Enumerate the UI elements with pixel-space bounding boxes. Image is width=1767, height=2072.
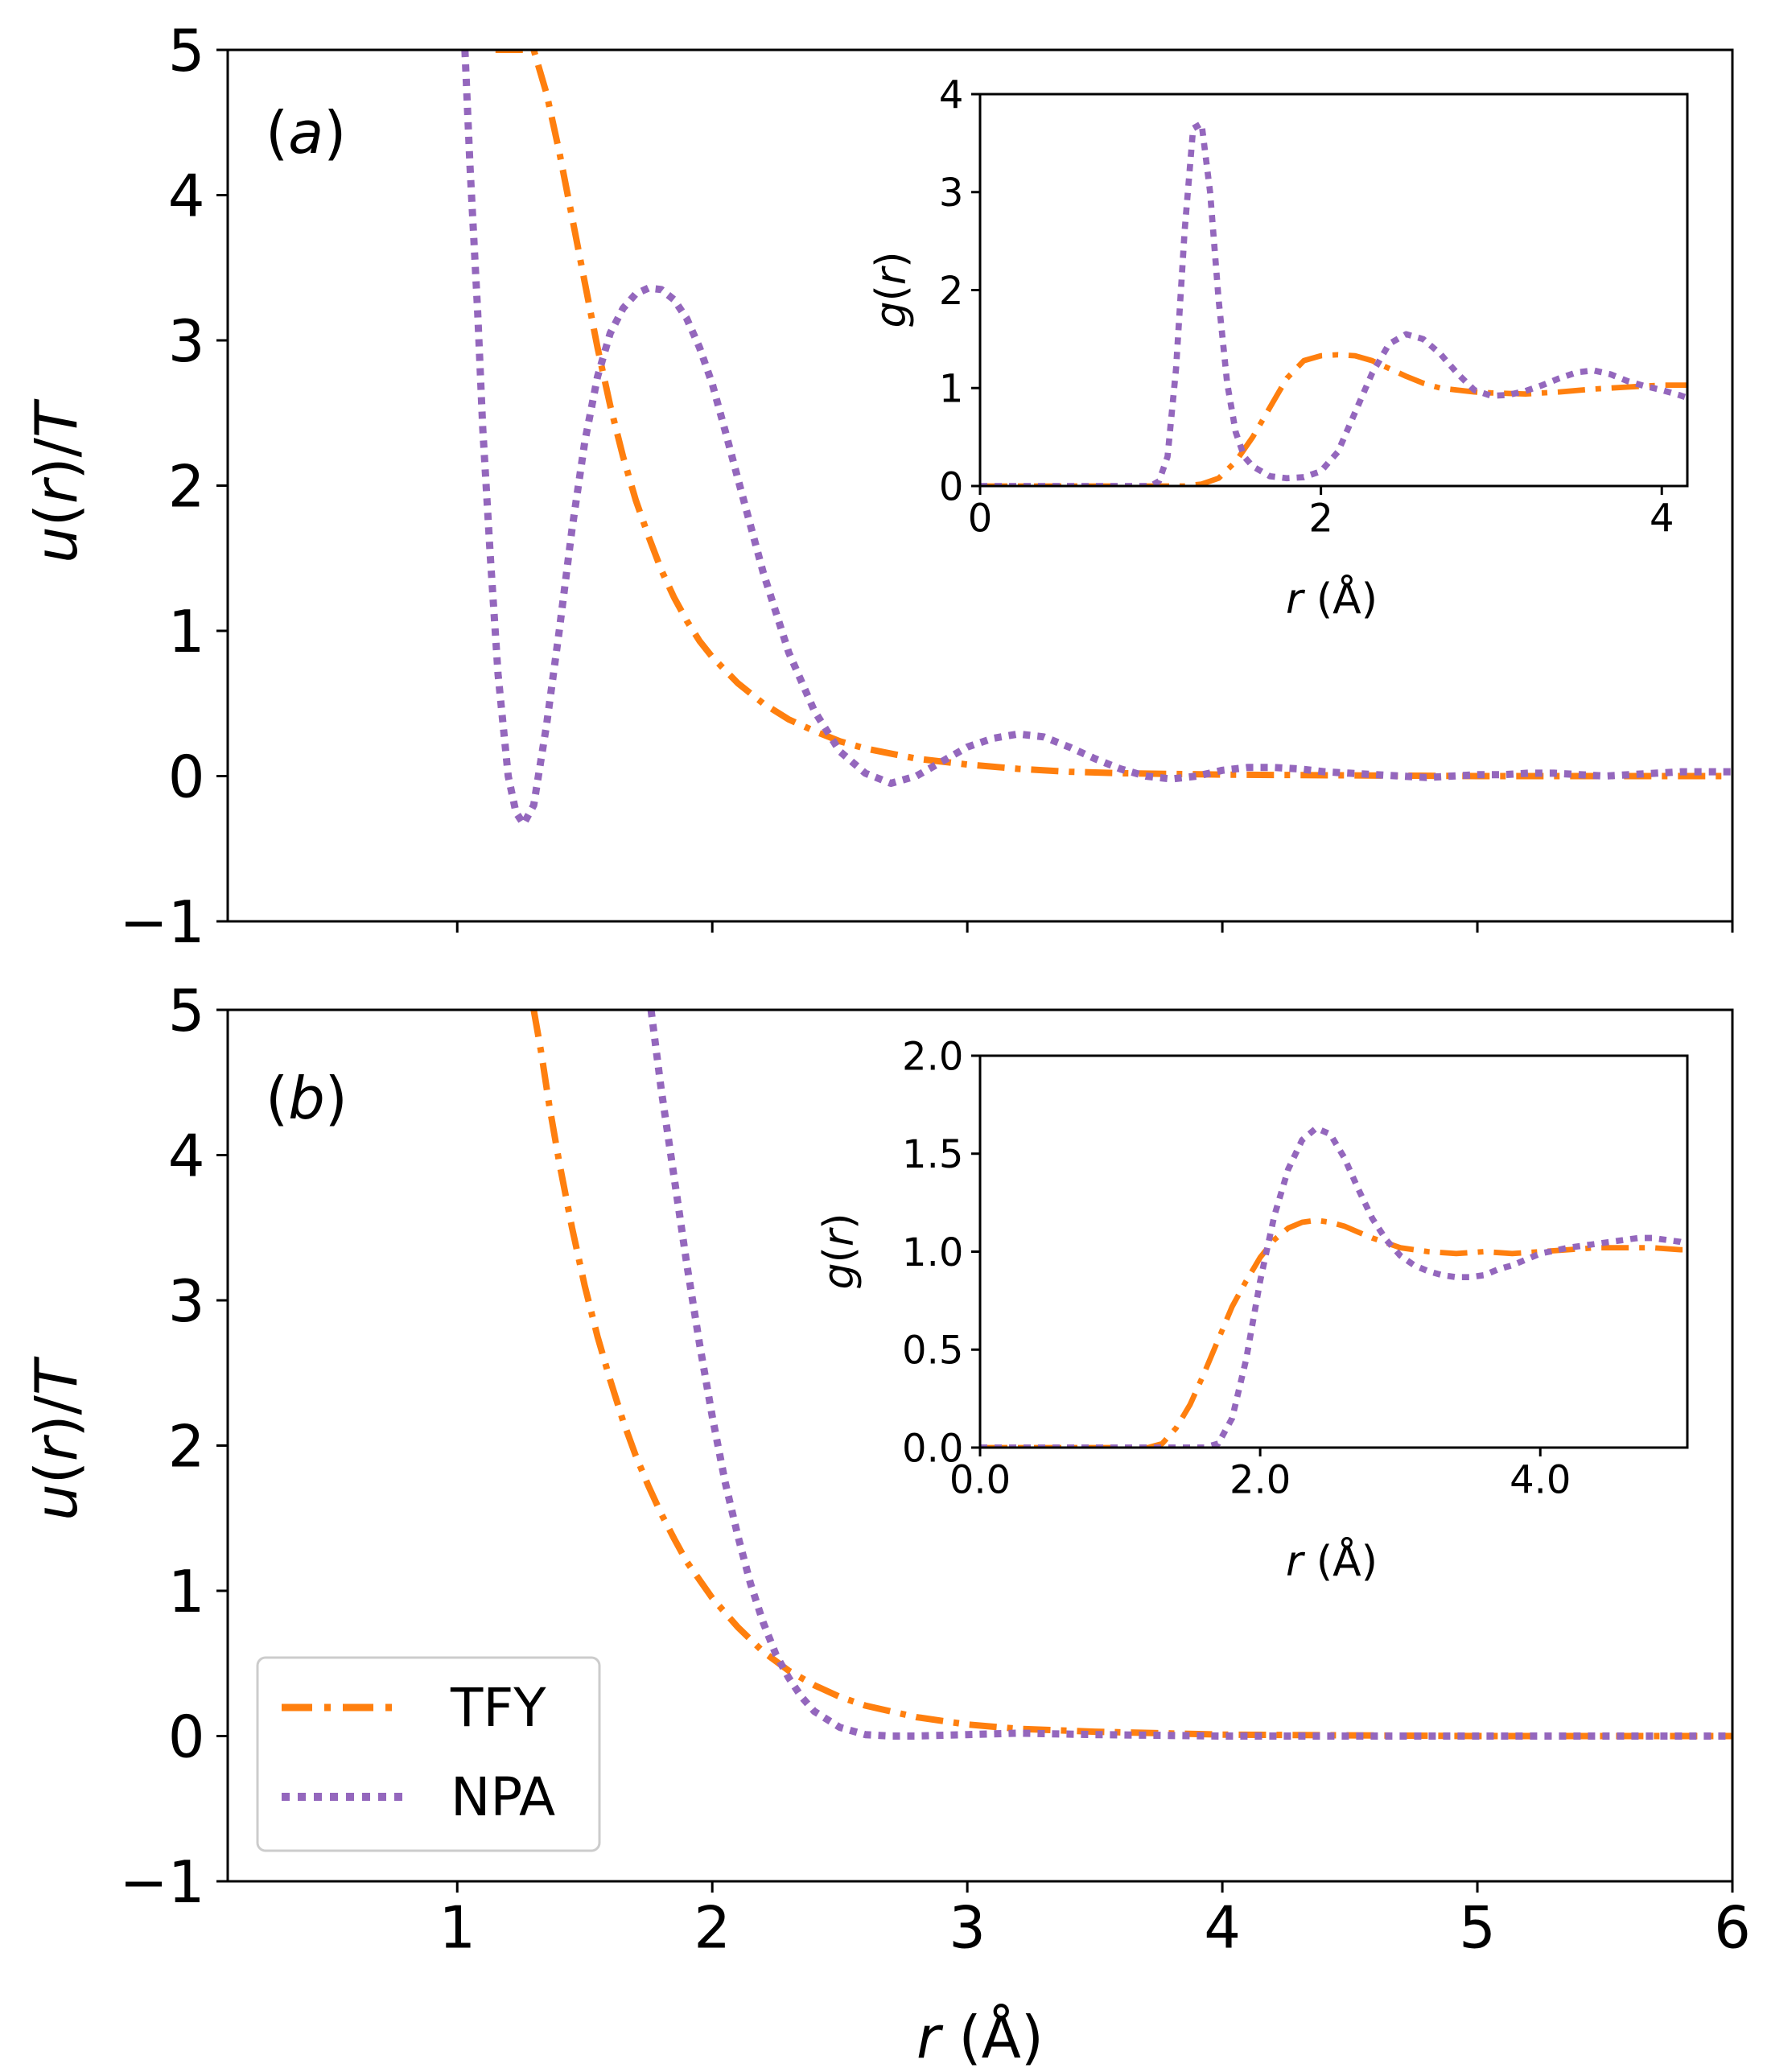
panel-a-inset-lines — [980, 120, 1687, 486]
panel-a-inset-ticks: 0 2 4 0 1 2 3 4 — [939, 72, 1674, 541]
panel-b-xtick-label: 5 — [1459, 1893, 1496, 1961]
panel-a-inset-xtick-label: 4 — [1650, 496, 1674, 542]
panel-b-ytick-label: 5 — [168, 977, 205, 1044]
panel-b-xtick-label: 2 — [694, 1893, 731, 1961]
panel-a-inset-xtick-label: 0 — [968, 496, 993, 542]
panel-b-letter: b — [288, 1065, 325, 1132]
panel-b-inset-ytick-label: 0.5 — [902, 1328, 963, 1374]
panel-b-xtick-label: 4 — [1204, 1893, 1241, 1961]
panel-a-letter: a — [288, 99, 323, 167]
panel-b: 1 2 3 4 5 6 −1 0 1 2 3 4 5 (b) u(r)/T r (Å) 0.0 2.0 4.… — [23, 977, 1751, 2071]
panel-b-inset: 0.0 2.0 4.0 0.0 0.5 1.0 1.5 2.0 r (Å) g(r) — [815, 1034, 1689, 1586]
panel-b-series-tfy — [530, 1010, 1732, 1740]
panel-b-inset-background — [980, 1056, 1687, 1448]
panel-a-inset-series-tfy — [980, 352, 1687, 486]
legend-tfy-label: TFY — [450, 1677, 546, 1739]
panel-b-xtick-label: 6 — [1714, 1893, 1751, 1961]
panel-a-inset-ytick-label: 1 — [939, 367, 964, 412]
panel-a-ticks: −1 0 1 2 3 4 5 — [119, 17, 1734, 956]
panel-a-ylabel: u(r)/T — [23, 398, 90, 563]
panel-b-inset-ytick-label: 1.5 — [902, 1132, 963, 1177]
legend: TFY NPA — [256, 1656, 601, 1852]
panel-b-inset-xtick-label: 4.0 — [1510, 1458, 1571, 1503]
panel-a-lines — [461, 50, 1732, 828]
panel-a-series-npa — [461, 50, 1732, 828]
panel-a-inset-ylabel: g(r) — [867, 252, 916, 328]
panel-a-ytick-label: 2 — [168, 452, 205, 520]
panel-b-inset-series-tfy — [980, 1217, 1687, 1448]
panel-b-inset-ticks: 0.0 2.0 4.0 0.0 0.5 1.0 1.5 2.0 — [902, 1034, 1571, 1502]
panel-b-inset-ytick-label: 0.0 — [902, 1426, 963, 1471]
panel-b-series-npa — [647, 1010, 1732, 1740]
panel-b-inset-ytick-label: 2.0 — [902, 1034, 963, 1079]
panel-a-inset-xtick-label: 2 — [1308, 496, 1333, 542]
panel-b-ytick-label: 3 — [168, 1267, 205, 1335]
panel-b-inset-xlabel: r (Å) — [1286, 1536, 1378, 1586]
panel-b-ytick-label: −1 — [119, 1848, 204, 1916]
panel-b-ytick-label: 1 — [168, 1558, 205, 1625]
panel-a-ytick-label: 1 — [168, 598, 205, 665]
panel-a-inset-ytick-label: 4 — [939, 72, 964, 117]
panel-b-ytick-label: 4 — [168, 1122, 205, 1189]
panel-b-xtick-label: 3 — [949, 1893, 986, 1961]
panel-b-inset-ylabel: g(r) — [815, 1213, 863, 1290]
panel-b-lines — [530, 1010, 1732, 1740]
panel-a-ytick-label: 4 — [168, 162, 205, 229]
panel-a-inset-xlabel: r (Å) — [1286, 574, 1378, 624]
panel-a-inset: 0 2 4 0 1 2 3 4 r (Å) g(r) — [867, 72, 1689, 624]
panel-a-inset-ytick-label: 0 — [939, 464, 964, 509]
panel-b-inset-lines — [980, 1125, 1687, 1448]
panel-a-ytick-label: 0 — [168, 743, 205, 810]
panel-b-label: (b) — [266, 1065, 348, 1132]
panel-a-series-tfy — [495, 50, 1732, 780]
panel-b-xtick-label: 1 — [439, 1893, 476, 1961]
panel-a-inset-ytick-label: 2 — [939, 269, 964, 314]
panel-a-label: (a) — [266, 99, 346, 167]
panel-b-xlabel: r (Å) — [916, 2004, 1044, 2071]
panel-b-ytick-label: 0 — [168, 1703, 205, 1770]
panel-b-ylabel: u(r)/T — [23, 1356, 90, 1521]
panel-a-inset-series-npa — [980, 120, 1687, 486]
legend-npa-label: NPA — [451, 1766, 555, 1828]
panel-b-inset-xtick-label: 2.0 — [1229, 1458, 1291, 1503]
panel-a-ytick-label: 5 — [168, 17, 205, 84]
panel-b-ytick-label: 2 — [168, 1412, 205, 1480]
panel-b-ticks: 1 2 3 4 5 6 −1 0 1 2 3 4 5 — [119, 977, 1750, 1961]
panel-a: −1 0 1 2 3 4 5 (a) u(r)/T 0 2 4 0 1 2 3 4 r (Å) g(r) — [23, 17, 1734, 956]
panel-a-inset-ytick-label: 3 — [939, 171, 964, 216]
panel-a-ytick-label: −1 — [119, 888, 204, 956]
panel-b-inset-xtick-label: 0.0 — [949, 1458, 1011, 1503]
panel-a-ytick-label: 3 — [168, 307, 205, 375]
panel-b-inset-ytick-label: 1.0 — [902, 1230, 963, 1275]
panel-a-inset-background — [980, 94, 1687, 486]
